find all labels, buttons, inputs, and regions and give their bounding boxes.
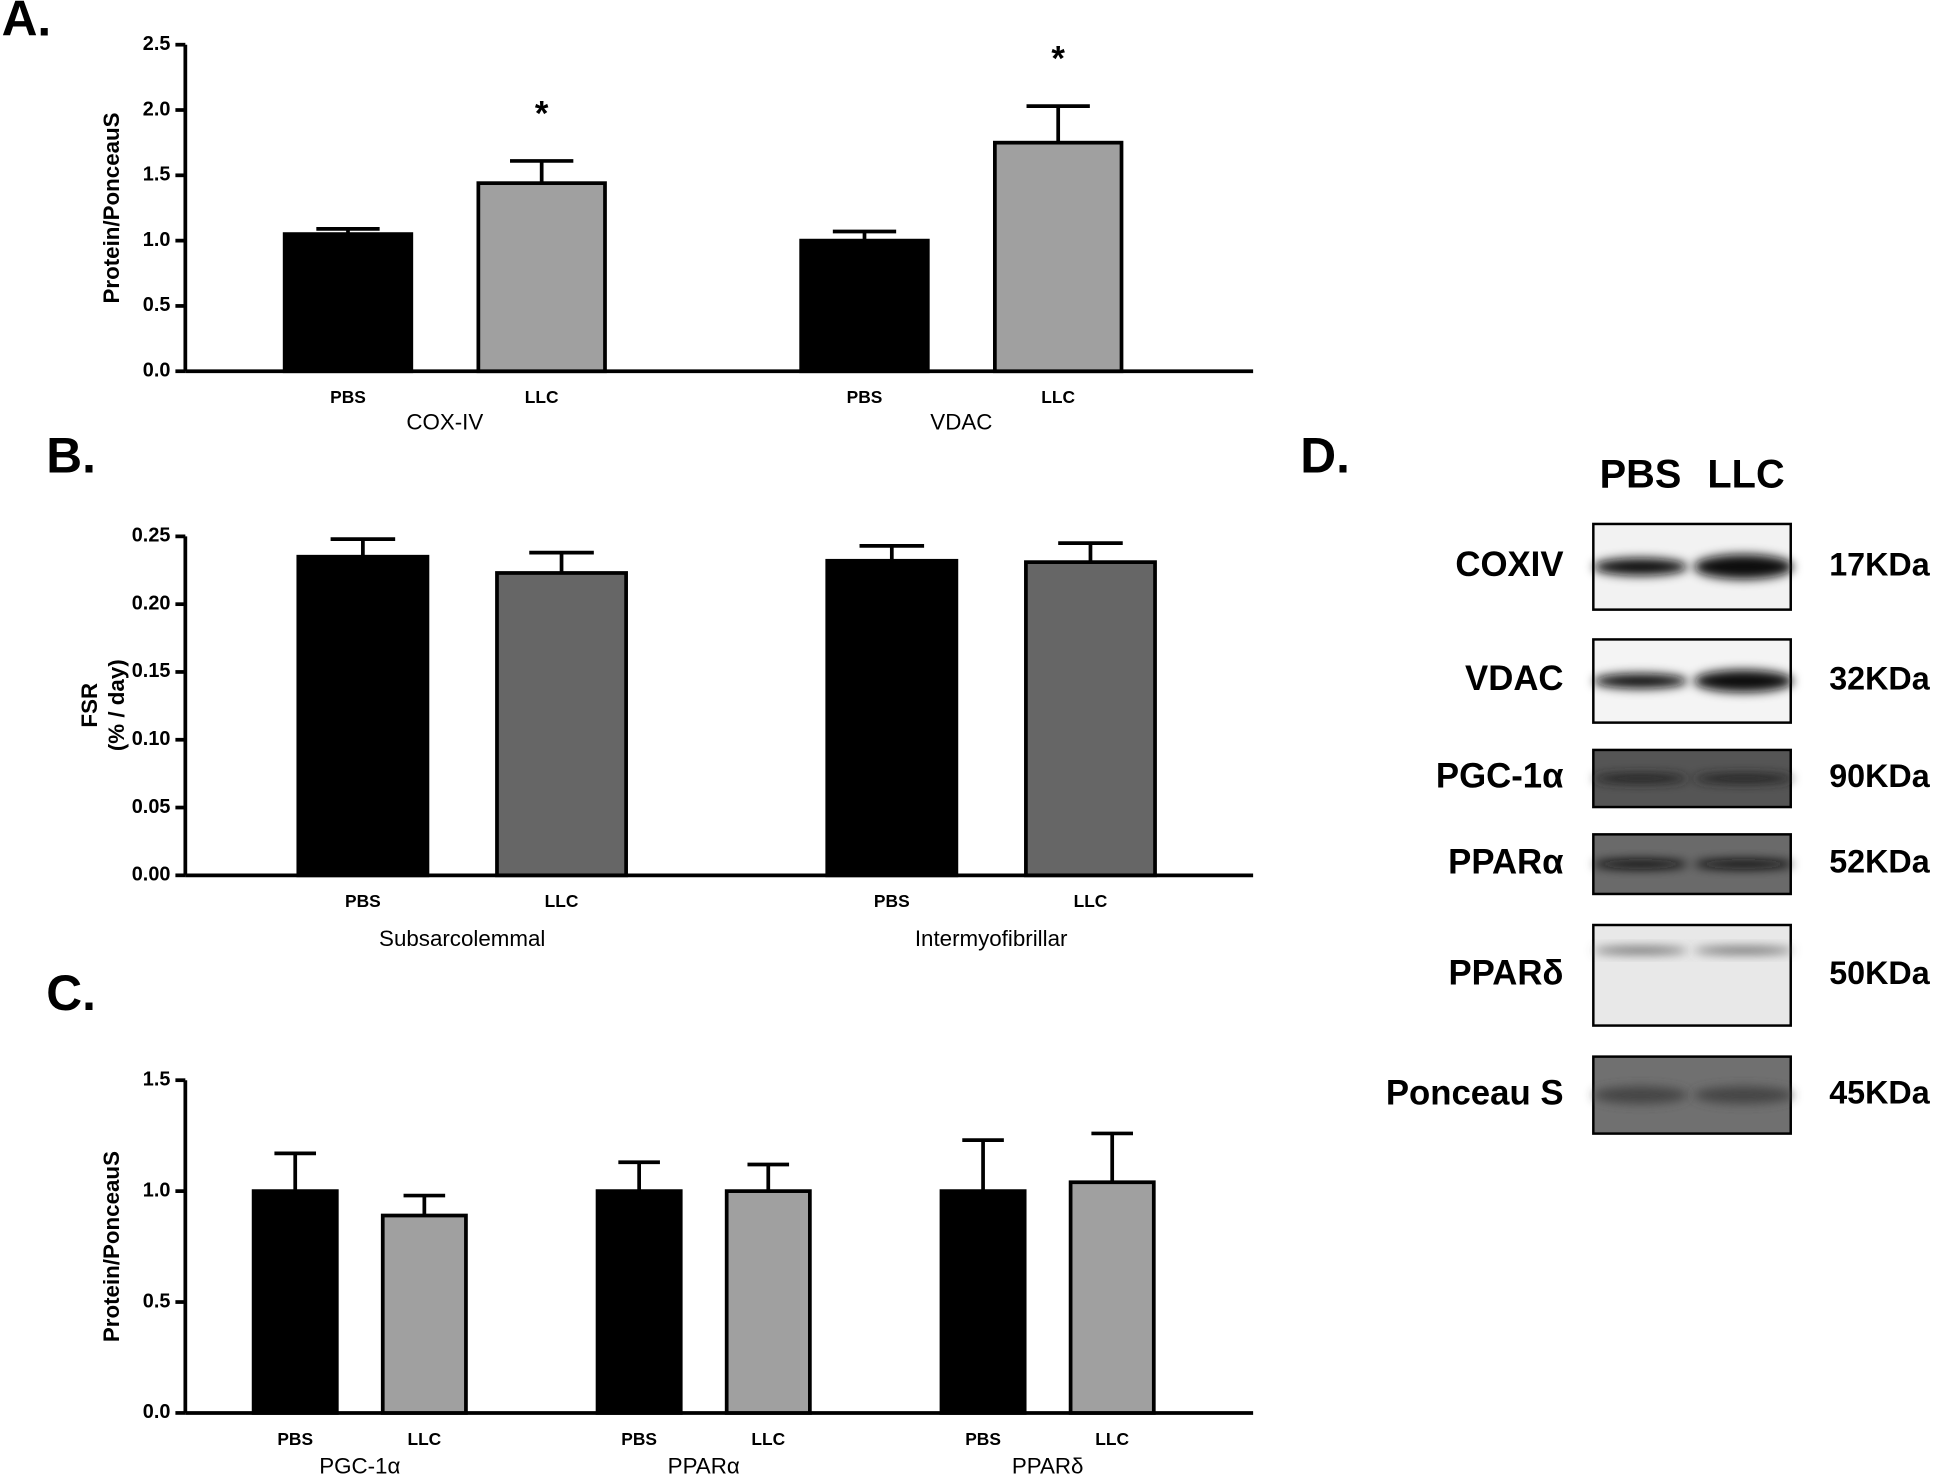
- row-label: VDAC: [1465, 660, 1563, 698]
- group-label: PPARα: [668, 1453, 740, 1478]
- series-label: PBS: [874, 891, 910, 911]
- band: [1693, 773, 1794, 784]
- bar: [799, 238, 930, 374]
- size-label: 52KDa: [1829, 844, 1930, 880]
- bar: [1068, 1180, 1156, 1415]
- blot-box: [1592, 923, 1792, 1027]
- series-label: PBS: [277, 1429, 313, 1449]
- panel-label: B.: [46, 428, 96, 484]
- band: [1593, 859, 1688, 870]
- group-label: Subsarcolemmal: [379, 926, 545, 951]
- band: [1593, 558, 1688, 576]
- series-label: PBS: [965, 1429, 1001, 1449]
- bar: [296, 554, 430, 878]
- y-tick-label: 1.5: [143, 1068, 171, 1090]
- series-label: PBS: [330, 387, 366, 407]
- y-tick-label: 1.0: [143, 1179, 171, 1201]
- y-tick-label: 0.15: [132, 660, 171, 682]
- blot-bands: [1593, 859, 1794, 870]
- blot-bands: [1593, 669, 1794, 693]
- panel-label: A.: [2, 0, 52, 46]
- series-label: PBS: [847, 387, 883, 407]
- bar: [724, 1189, 812, 1415]
- blot-bands: [1593, 1086, 1794, 1104]
- bar: [495, 571, 628, 878]
- band: [1693, 554, 1794, 580]
- y-tick-label: 0.5: [143, 294, 171, 316]
- blot-bands: [1593, 554, 1794, 580]
- y-tick-label: 2.0: [143, 98, 171, 120]
- group-label: PGC-1α: [319, 1453, 400, 1478]
- band: [1693, 669, 1794, 693]
- group-label: COX-IV: [406, 409, 483, 434]
- bar: [282, 232, 414, 374]
- significance-marker: *: [1051, 41, 1065, 79]
- bar: [251, 1189, 339, 1415]
- y-tick-label: 0.25: [132, 525, 171, 547]
- band: [1593, 673, 1688, 689]
- significance-marker: *: [535, 95, 549, 133]
- blot-bands: [1593, 773, 1794, 784]
- row-label: PGC-1α: [1436, 758, 1564, 796]
- series-label: LLC: [1041, 387, 1075, 407]
- series-label: LLC: [751, 1429, 785, 1449]
- lane-label: PBS: [1600, 452, 1682, 496]
- y-axis-label: FSR: [77, 683, 102, 728]
- y-tick-label: 0.10: [132, 728, 171, 750]
- row-label: COXIV: [1455, 546, 1563, 584]
- size-label: 90KDa: [1829, 758, 1930, 794]
- y-tick-label: 0.5: [143, 1290, 171, 1312]
- series-label: LLC: [525, 387, 559, 407]
- panel-label: C.: [46, 965, 96, 1021]
- y-tick-label: 0.0: [143, 359, 171, 381]
- bar: [595, 1189, 683, 1415]
- y-tick-label: 1.0: [143, 229, 171, 251]
- bar: [380, 1213, 468, 1415]
- y-axis-label: Protein/PonceauS: [99, 1151, 124, 1342]
- y-axis-label: (% / day): [104, 659, 129, 751]
- y-tick-label: 0.00: [132, 864, 171, 886]
- band: [1693, 946, 1794, 955]
- series-label: LLC: [1074, 891, 1108, 911]
- series-label: LLC: [407, 1429, 441, 1449]
- band: [1593, 946, 1688, 955]
- band: [1693, 859, 1794, 870]
- series-label: PBS: [621, 1429, 657, 1449]
- bar: [1024, 560, 1157, 878]
- series-label: LLC: [545, 891, 579, 911]
- series-label: LLC: [1095, 1429, 1129, 1449]
- bar: [825, 558, 959, 878]
- band: [1593, 1086, 1688, 1104]
- bar: [939, 1189, 1027, 1415]
- band: [1593, 773, 1688, 784]
- y-tick-label: 0.05: [132, 796, 171, 818]
- group-label: PPARδ: [1012, 1453, 1084, 1478]
- row-label: PPARδ: [1448, 954, 1563, 992]
- size-label: 50KDa: [1829, 955, 1930, 991]
- y-tick-label: 0.20: [132, 592, 171, 614]
- bar: [476, 181, 607, 374]
- size-label: 32KDa: [1829, 661, 1930, 697]
- panel-label: D.: [1300, 428, 1350, 484]
- group-label: VDAC: [930, 409, 992, 434]
- row-label: PPARα: [1448, 843, 1563, 881]
- lane-label: LLC: [1707, 452, 1784, 496]
- y-tick-label: 0.0: [143, 1401, 171, 1423]
- size-label: 17KDa: [1829, 546, 1930, 582]
- group-label: Intermyofibrillar: [915, 926, 1068, 951]
- series-label: PBS: [345, 891, 381, 911]
- y-tick-label: 1.5: [143, 164, 171, 186]
- blot-bands: [1593, 946, 1794, 955]
- row-label: Ponceau S: [1386, 1074, 1564, 1112]
- band: [1693, 1086, 1794, 1104]
- bar: [993, 140, 1124, 374]
- size-label: 45KDa: [1829, 1075, 1930, 1111]
- y-tick-label: 2.5: [143, 33, 171, 55]
- y-axis-label: Protein/PonceauS: [99, 112, 124, 303]
